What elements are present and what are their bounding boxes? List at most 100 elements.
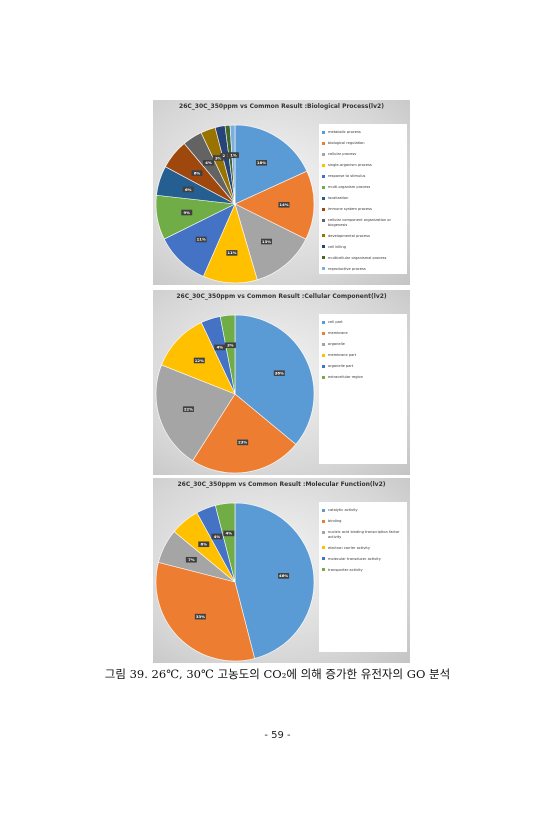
data-label: 23%	[238, 440, 247, 445]
label-box	[255, 159, 267, 166]
data-label: 33%	[196, 614, 205, 619]
label-box	[227, 152, 239, 158]
legend-swatch	[322, 267, 325, 271]
chart-title: 26C_30C_350ppm vs Common Result :Biologi…	[179, 103, 384, 110]
data-label: 18%	[257, 160, 266, 165]
pie-slice	[155, 561, 256, 662]
legend-item: developmental process	[322, 234, 404, 239]
legend-swatch	[322, 174, 325, 178]
data-label: 4%	[217, 345, 224, 350]
legend-swatch	[322, 196, 325, 200]
legend-swatch	[322, 530, 325, 534]
legend-item: response to stimulus	[322, 174, 404, 179]
data-label: 11%	[227, 250, 236, 255]
legend-swatch	[322, 364, 325, 368]
data-label: 3%	[215, 155, 222, 160]
legend-label: organelle	[328, 342, 345, 346]
data-label: 3%	[227, 343, 234, 348]
legend-swatch	[322, 163, 325, 167]
data-label: 9%	[184, 210, 191, 215]
legend-label: extracellular region	[328, 375, 364, 379]
legend-item: metabolic process	[322, 130, 404, 135]
data-label: 4%	[226, 531, 233, 536]
label-box	[273, 370, 285, 376]
legend-swatch	[322, 141, 325, 145]
legend-label: cellular process	[328, 152, 357, 156]
data-label: 6%	[194, 170, 201, 175]
data-label: 22%	[184, 406, 193, 411]
legend-label: multi-organism process	[328, 185, 371, 189]
legend-label: cell part	[328, 320, 343, 324]
data-label: 36%	[275, 370, 284, 375]
chart: 36% 23% 22% 12% 4% 3% 26C_30C_350ppm vs Common…	[153, 290, 410, 475]
legend-item: reproductive process	[322, 267, 404, 272]
legend-swatch	[322, 342, 325, 346]
legend-label: reproductive process	[328, 266, 366, 271]
legend-item: extracellular region	[322, 375, 404, 380]
data-label: 7%	[188, 557, 195, 562]
legend: catalytic activity binding nucleic acid bi…	[319, 502, 407, 652]
pie-slice	[155, 364, 236, 462]
legend: metabolic process biological regulation ce…	[319, 124, 407, 274]
legend-label: molecular transducer activity	[328, 556, 381, 561]
legend-label: electron carrier activity	[328, 545, 370, 550]
legend-item: binding	[322, 519, 404, 524]
label-box	[185, 556, 197, 563]
legend-item: membrane	[322, 331, 404, 336]
legend-item: cell part	[322, 320, 404, 325]
page-number: - 59 -	[264, 730, 291, 741]
data-label: 14%	[279, 202, 288, 207]
pie-slice	[234, 314, 315, 445]
legend-swatch	[322, 234, 325, 238]
legend-swatch	[322, 320, 325, 324]
pie-slice	[192, 393, 297, 474]
legend-swatch	[322, 375, 325, 379]
pie-slice	[234, 170, 315, 240]
legend-swatch	[322, 508, 325, 512]
label-box	[198, 541, 210, 548]
legend-item: single-organism process	[322, 163, 404, 168]
label-box	[278, 201, 290, 208]
data-label: 46%	[279, 573, 288, 578]
data-label: 4%	[214, 534, 221, 539]
legend-swatch	[322, 519, 325, 523]
legend-item: immune system process	[322, 207, 404, 212]
legend-item: molecular transducer activity	[322, 557, 404, 562]
chart-title: 26C_30C_350ppm vs Common Result :Cellula…	[176, 293, 387, 300]
legend-label: localization	[328, 196, 349, 200]
legend-label: cell killing	[328, 244, 346, 249]
legend-swatch	[322, 331, 325, 335]
pie-slice	[234, 502, 315, 659]
pie-slice	[214, 502, 236, 583]
legend-swatch	[322, 218, 325, 222]
label-box	[193, 357, 205, 364]
legend-label: multicellular organismal process	[328, 255, 387, 260]
data-label: 6%	[185, 187, 192, 192]
label-box	[211, 533, 223, 540]
legend-label: nucleic acid binding transcription facto…	[328, 530, 400, 539]
legend-swatch	[322, 353, 325, 357]
legend-label: immune system process	[328, 207, 372, 211]
label-box	[203, 159, 215, 166]
chart: 46% 33% 7% 6% 4% 4% 26C_30C_350ppm vs Common R…	[153, 478, 410, 663]
legend-item: transporter activity	[322, 568, 404, 573]
label-box	[223, 530, 235, 537]
legend-item: cellular component organization or bioge…	[322, 218, 404, 227]
label-box	[237, 439, 249, 446]
caption: 그림 39. 26℃, 30℃ 고농도의 CO₂에 의해 증가한 유전자의 GO…	[104, 667, 451, 681]
legend-item: cell killing	[322, 245, 404, 250]
label-box	[182, 186, 194, 193]
legend-label: organelle part	[328, 364, 354, 368]
label-box	[214, 344, 226, 351]
label-box	[194, 613, 206, 620]
legend-item: biological regulation	[322, 141, 404, 146]
chart-title: 26C_30C_350ppm vs Common Result :Molecul…	[177, 481, 386, 488]
legend-swatch	[322, 130, 325, 134]
legend-label: membrane	[328, 331, 348, 335]
legend-item: nucleic acid binding transcription facto…	[322, 530, 404, 539]
legend-label: response to stimulus	[328, 174, 366, 178]
legend-item: catalytic activity	[322, 508, 404, 513]
chart: 18%14%13%11%11%9%6%6%4%3%2%1%1%26C_30C_3…	[153, 100, 410, 285]
pie-slice	[219, 314, 236, 395]
